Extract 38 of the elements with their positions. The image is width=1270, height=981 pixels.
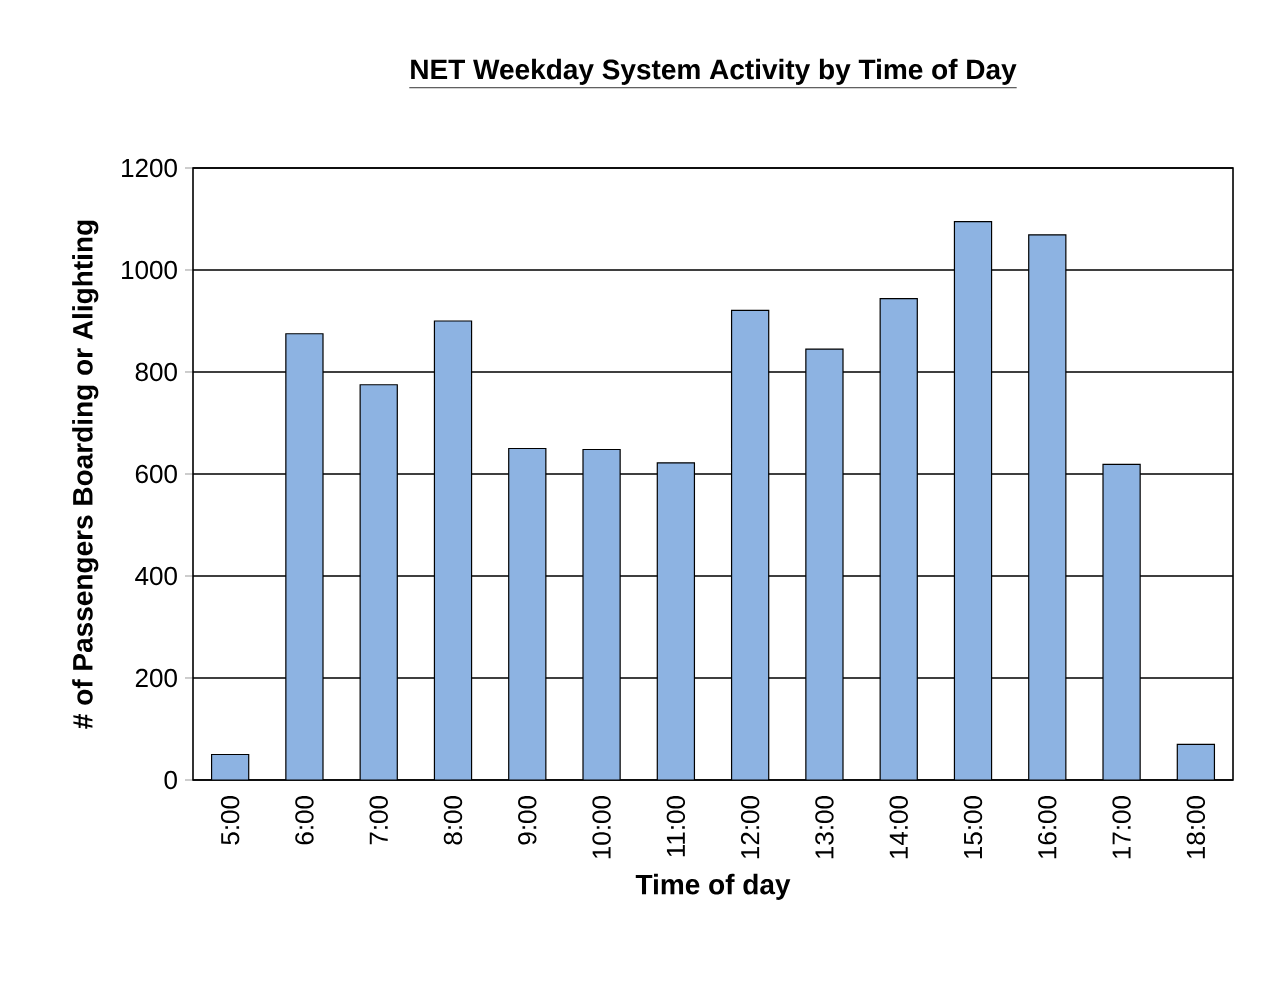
y-axis-title: # of Passengers Boarding or Alighting (72, 220, 99, 729)
chart-title: NET Weekday System Activity by Time of Day (411, 58, 1017, 85)
x-tick-label: 8:00 (443, 796, 463, 845)
bar (433, 320, 473, 780)
y-tick-label: 200 (135, 668, 177, 688)
bar (730, 309, 770, 780)
x-axis-title: Time of day (635, 873, 791, 900)
bar (1176, 743, 1216, 780)
bar (285, 333, 324, 780)
bar (1028, 234, 1067, 780)
x-tick-label: 18:00 (1186, 796, 1206, 859)
bar (508, 447, 547, 780)
x-tick-label: 17:00 (1112, 796, 1131, 859)
x-tick-label: 10:00 (592, 796, 611, 859)
y-tick-label: 1200 (122, 158, 177, 178)
bar (210, 753, 250, 780)
x-tick-label: 12:00 (740, 796, 760, 859)
x-tick-label: 16:00 (1038, 796, 1057, 859)
y-tick-label: 0 (164, 770, 177, 790)
x-tick-label: 14:00 (889, 796, 908, 859)
bar (953, 220, 993, 780)
x-tick-label: 6:00 (295, 796, 314, 845)
x-tick-label: 7:00 (369, 796, 388, 845)
y-tick-label: 1000 (122, 260, 177, 280)
x-tick-label: 13:00 (815, 796, 834, 859)
bar (656, 462, 696, 780)
x-tick-label: 5:00 (220, 796, 240, 845)
x-tick-label: 9:00 (518, 796, 537, 845)
y-tick-label: 600 (135, 464, 177, 484)
bar (805, 348, 844, 780)
bar (879, 297, 918, 780)
bar (1102, 463, 1141, 780)
bar (582, 448, 621, 780)
y-tick-label: 400 (135, 566, 177, 586)
y-tick-label: 800 (135, 362, 177, 382)
bar (359, 384, 398, 780)
x-tick-label: 11:00 (666, 796, 686, 857)
x-tick-label: 15:00 (963, 796, 983, 859)
